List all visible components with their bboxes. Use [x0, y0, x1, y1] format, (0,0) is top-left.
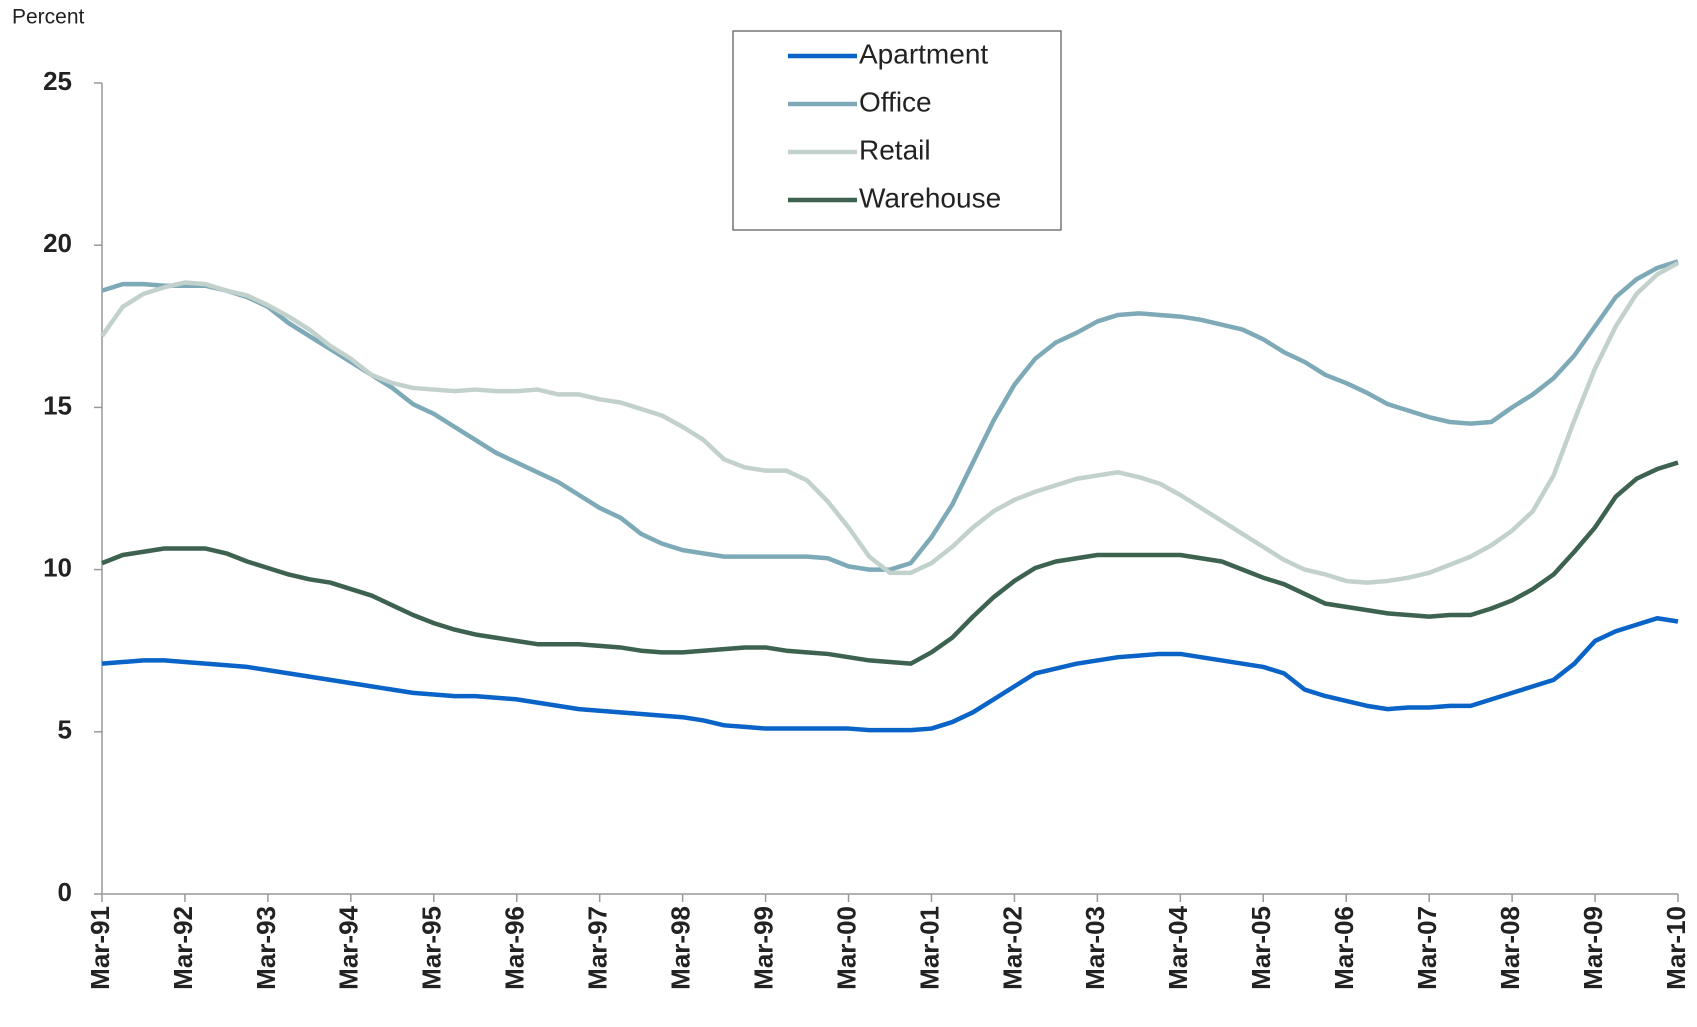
x-tick-label: Mar-02 — [997, 906, 1027, 990]
x-tick-label: Mar-95 — [417, 906, 447, 990]
line-series — [100, 261, 1680, 585]
x-tick-label: Mar-01 — [914, 906, 944, 990]
x-tick-label: Mar-97 — [583, 906, 613, 990]
legend-label: Apartment — [859, 38, 988, 69]
y-tick-label: 25 — [43, 66, 72, 96]
line-series — [101, 616, 1679, 733]
x-tick-label: Mar-99 — [748, 906, 778, 990]
x-tick-label: Mar-05 — [1246, 906, 1276, 990]
x-tick-label: Mar-10 — [1661, 906, 1691, 990]
legend-label: Warehouse — [859, 182, 1001, 213]
x-tick-label: Mar-06 — [1329, 906, 1359, 990]
y-tick-label: 10 — [43, 552, 72, 582]
y-tick-label: 5 — [58, 715, 72, 745]
line-series — [101, 259, 1679, 572]
x-tick-label: Mar-08 — [1495, 906, 1525, 990]
x-tick-label: Mar-09 — [1578, 906, 1608, 990]
x-tick-label: Mar-04 — [1163, 905, 1193, 989]
line-series — [101, 460, 1679, 666]
x-tick-label: Mar-93 — [251, 906, 281, 990]
x-tick-label: Mar-03 — [1080, 906, 1110, 990]
y-axis-label: Percent — [12, 6, 85, 29]
legend-label: Retail — [859, 134, 931, 165]
x-tick-label: Mar-94 — [334, 905, 364, 989]
legend — [732, 30, 1062, 231]
x-tick-label: Mar-07 — [1412, 906, 1442, 990]
legend-label: Office — [859, 86, 932, 117]
x-tick-label: Mar-91 — [85, 906, 115, 990]
x-tick-label: Mar-00 — [831, 906, 861, 990]
x-tick-label: Mar-96 — [500, 906, 530, 990]
x-tick-label: Mar-92 — [168, 906, 198, 990]
y-tick-label: 15 — [43, 390, 72, 420]
x-tick-label: Mar-98 — [666, 906, 696, 990]
y-tick-label: 0 — [58, 877, 72, 907]
y-tick-label: 20 — [43, 228, 72, 258]
